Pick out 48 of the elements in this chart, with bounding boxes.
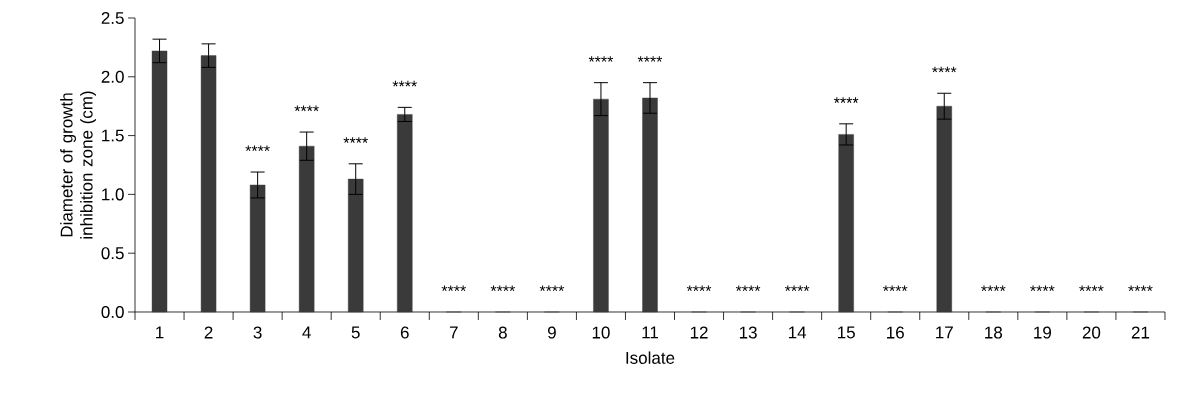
annotation: **** [588, 56, 614, 62]
x-tick-label: 11 [642, 326, 658, 339]
annotation: **** [637, 56, 663, 62]
y-tick-label: 2.5 [101, 11, 124, 25]
x-tick-label: 1 [156, 326, 164, 339]
x-tick-label: 6 [400, 326, 409, 339]
annotation: **** [539, 285, 565, 292]
y-tick-label: 0.5 [101, 247, 124, 260]
annotation: **** [441, 285, 466, 292]
annotation: **** [392, 80, 417, 87]
x-tick-label: 16 [887, 326, 904, 339]
x-tick-label: 14 [788, 326, 807, 339]
x-tick-label: 9 [547, 326, 556, 339]
annotation: **** [932, 66, 957, 73]
y-tick-label: 2.0 [101, 70, 124, 83]
y-tick-label: 1.0 [102, 188, 124, 201]
annotation: **** [981, 285, 1006, 292]
x-tick-label: 3 [253, 326, 262, 339]
x-tick-label: 20 [1082, 326, 1101, 339]
annotation: **** [294, 105, 319, 112]
x-tick-label: 18 [985, 326, 1003, 339]
x-tick-label: 17 [936, 326, 953, 339]
x-tick-label: 4 [302, 326, 311, 339]
x-tick-label: 2 [204, 326, 213, 339]
x-tick-label: 5 [351, 326, 360, 339]
x-axis-title: Isolate [626, 351, 675, 364]
x-tick-label: 21 [1131, 326, 1150, 339]
annotation: **** [490, 285, 516, 292]
annotation: **** [883, 285, 908, 292]
annotation: **** [686, 285, 712, 292]
x-tick-label: 13 [739, 326, 757, 339]
x-tick-label: 8 [498, 326, 507, 339]
x-tick-label: 7 [449, 326, 458, 339]
annotation: **** [343, 137, 368, 143]
x-tick-label: 15 [838, 326, 855, 339]
annotation: **** [833, 97, 859, 103]
y-tick-label: 0.0 [101, 305, 124, 319]
annotation: **** [784, 285, 810, 292]
annotation: **** [245, 145, 270, 152]
annotation: **** [1030, 285, 1055, 292]
annotation: **** [1128, 285, 1153, 292]
annotation: **** [735, 285, 761, 292]
x-tick-label: 12 [690, 326, 708, 339]
x-tick-label: 19 [1034, 326, 1052, 339]
annotation: **** [1079, 285, 1104, 292]
y-axis-title: Diameter of growth inhibition zone (cm) [60, 91, 96, 239]
y-tick-label: 1.5 [102, 129, 124, 142]
x-tick-label: 10 [592, 326, 610, 339]
